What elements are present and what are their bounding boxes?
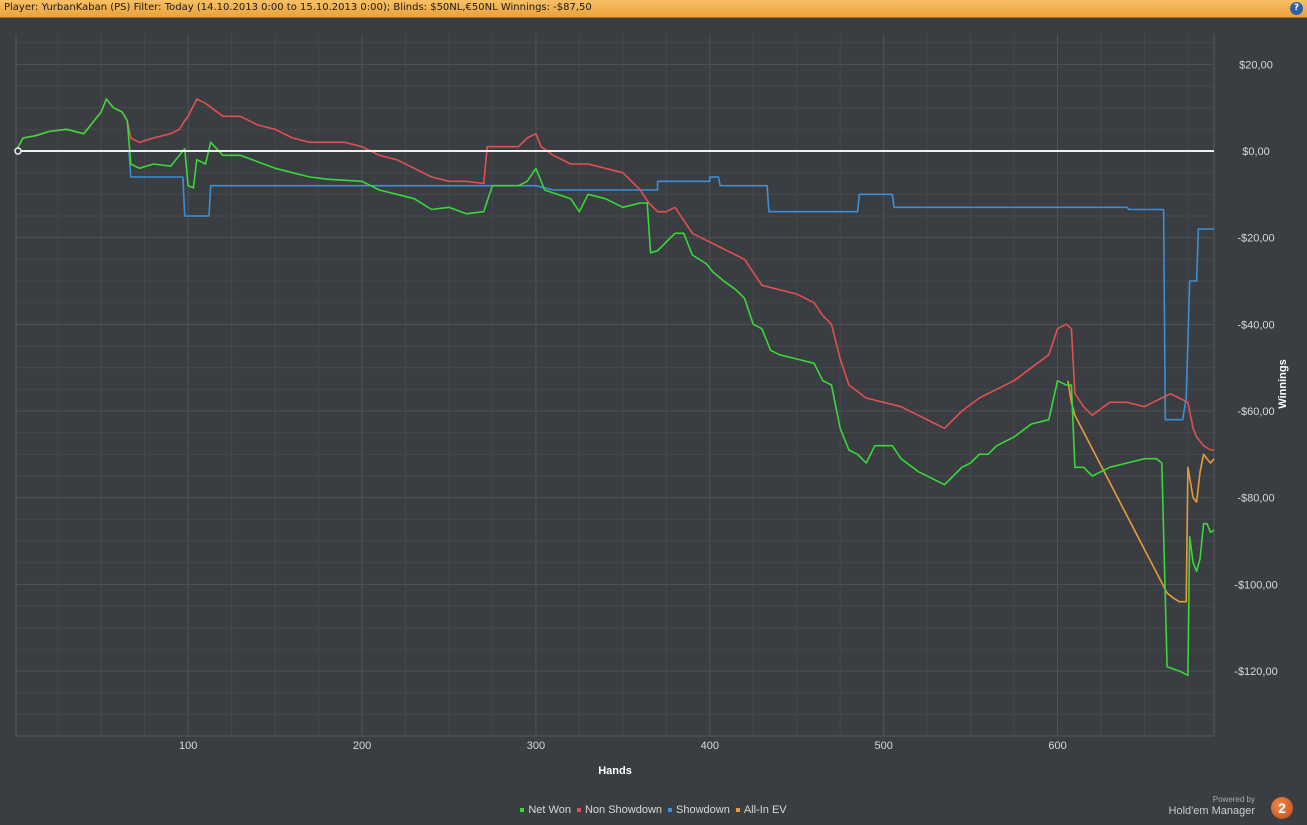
y-tick-label: -$20,00	[1237, 233, 1274, 245]
product-name: Hold'em Manager	[1168, 805, 1255, 817]
x-tick-label: 200	[353, 740, 371, 752]
legend-swatch	[735, 808, 740, 813]
legend-label: Non Showdown	[584, 804, 663, 816]
legend-item-net-won[interactable]: Net Won	[520, 804, 571, 816]
title-bar: Player: YurbanKaban (PS) Filter: Today (…	[0, 0, 1307, 18]
help-icon[interactable]: ?	[1290, 2, 1303, 15]
legend-swatch	[668, 808, 673, 813]
y-tick-label: $20,00	[1239, 59, 1273, 71]
minor-grid	[16, 34, 1214, 736]
x-tick-label: 400	[701, 740, 719, 752]
y-tick-label: -$60,00	[1237, 406, 1274, 418]
legend-swatch	[576, 808, 581, 813]
winnings-graph: 100 200 300 400 500 600 $20,00 $0,00 -$20,00 -$4…	[14, 34, 1289, 777]
legend-label: Net Won	[528, 804, 571, 816]
y-axis-label: Winnings	[1277, 359, 1289, 408]
legend-item-showdown[interactable]: Showdown	[668, 804, 730, 816]
x-axis-label: Hands	[598, 765, 632, 777]
y-tick-label: -$100,00	[1234, 579, 1277, 591]
x-tick-label: 100	[179, 740, 197, 752]
series-line-all-in-ev	[1067, 380, 1215, 603]
y-axis-ticks: $20,00 $0,00 -$20,00 -$40,00 -$60,00 -$80,00 -…	[1234, 59, 1277, 678]
legend-label: Showdown	[676, 804, 730, 816]
series-line-net-won	[15, 98, 1215, 677]
x-tick-label: 500	[874, 740, 892, 752]
series-line-non-showdown	[15, 98, 1214, 451]
series-line-showdown	[16, 150, 1214, 421]
x-axis-ticks: 100 200 300 400 500 600	[179, 740, 1067, 752]
hm2-logo-icon: 2	[1271, 797, 1293, 819]
y-tick-label: -$80,00	[1237, 493, 1274, 505]
x-tick-label: 600	[1048, 740, 1066, 752]
series-layer	[15, 98, 1215, 677]
start-marker	[14, 147, 22, 155]
branding: Powered by Hold'em Manager 2	[1153, 795, 1293, 821]
y-tick-label: -$40,00	[1237, 319, 1274, 331]
legend-label: All-In EV	[743, 804, 787, 816]
legend-item-all-in-ev[interactable]: All-In EV	[735, 804, 787, 816]
legend: Net Won Non Showdown Showdown All-In EV	[0, 804, 1307, 816]
legend-item-non-showdown[interactable]: Non Showdown	[576, 804, 663, 816]
filter-summary: Player: YurbanKaban (PS) Filter: Today (…	[4, 2, 592, 13]
x-tick-label: 300	[527, 740, 545, 752]
legend-swatch	[520, 808, 525, 813]
major-grid	[16, 34, 1214, 736]
powered-by-text: Powered by	[1212, 795, 1255, 804]
y-tick-label: -$120,00	[1234, 666, 1277, 678]
y-tick-label: $0,00	[1242, 146, 1270, 158]
